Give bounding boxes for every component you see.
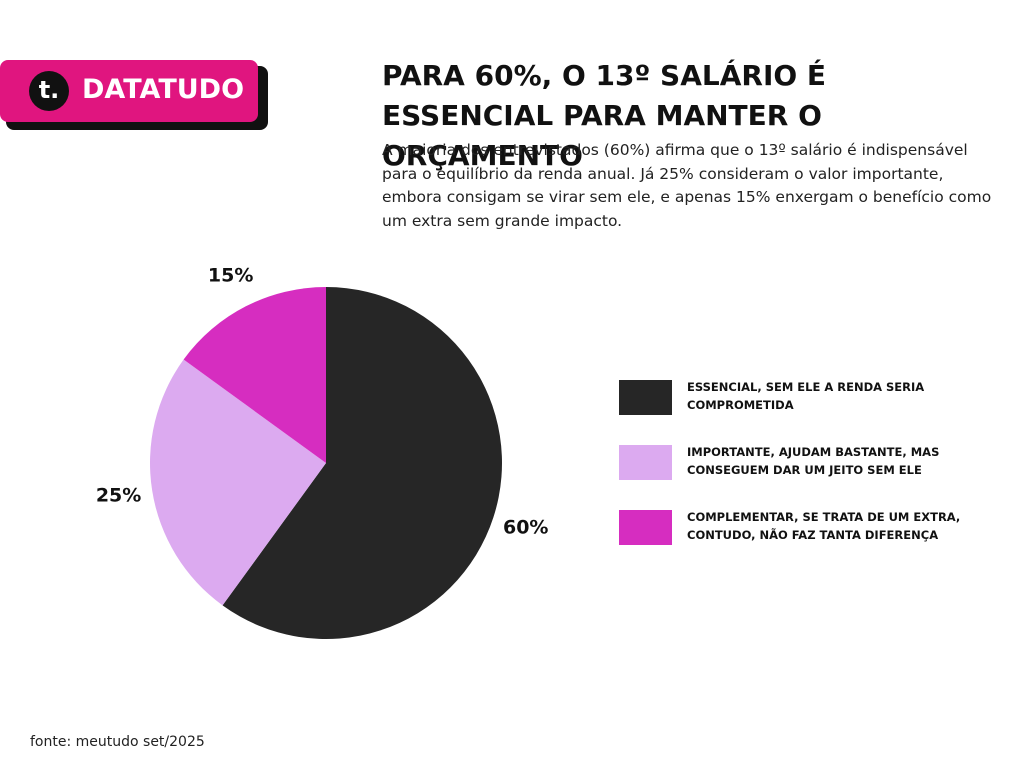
legend-label: COMPLEMENTAR, SE TRATA DE UM EXTRA, CONT… [687,510,961,542]
legend-swatch [619,445,672,480]
pie-slice [150,359,326,606]
value-label: 25% [96,484,141,506]
logo-name: DATATUDO [82,74,245,105]
value-label: 15% [208,264,253,286]
legend-label: IMPORTANTE, AJUDAM BASTANTE, MAS CONSEGU… [687,445,940,477]
chart-subtitle: A maioria dos entrevistados (60%) afirma… [382,141,992,230]
chart-title: PARA 60%, O 13º SALÁRIO É ESSENCIAL PARA… [382,59,827,172]
value-label: 60% [503,516,548,538]
legend-swatch [619,510,672,545]
pie-slice [222,287,503,639]
legend-swatch [619,380,672,415]
pie-slice [183,287,326,463]
source: fonte: meutudo set/2025 [30,734,205,750]
legend-label: ESSENCIAL, SEM ELE A RENDA SERIA COMPROM… [687,380,925,412]
logo-icon: t. [29,71,69,111]
logo: t. DATATUDO [0,60,268,130]
